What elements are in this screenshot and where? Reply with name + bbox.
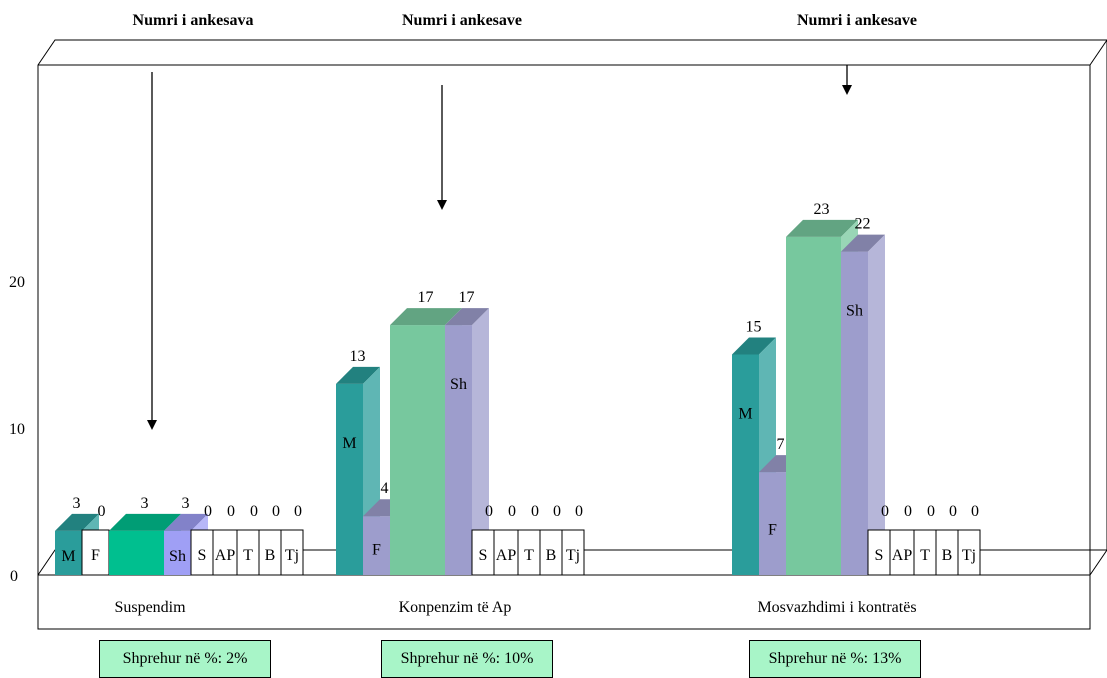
bar-label: Sh bbox=[450, 376, 467, 393]
bar-label: AP bbox=[496, 547, 517, 564]
bar-label: B bbox=[942, 547, 953, 564]
data-label: 0 bbox=[272, 503, 280, 520]
data-label: 0 bbox=[575, 503, 583, 520]
group-header: Numri i ankesava bbox=[133, 12, 254, 29]
bar-label: F bbox=[372, 542, 381, 559]
group-header: Numri i ankesave bbox=[797, 12, 917, 29]
zero-box bbox=[561, 529, 585, 576]
zero-box bbox=[280, 529, 304, 576]
zero-box bbox=[493, 529, 519, 576]
bar bbox=[336, 383, 363, 575]
arrow-head bbox=[842, 85, 852, 95]
data-label: 17 bbox=[418, 289, 434, 306]
data-label: 0 bbox=[508, 503, 516, 520]
bar bbox=[164, 530, 191, 575]
category-label: Konpenzim të Ap bbox=[399, 599, 512, 616]
bar bbox=[445, 325, 472, 575]
y-tick-label: 10 bbox=[9, 421, 25, 438]
percent-box: Shprehur në %: 2% bbox=[99, 640, 271, 678]
bar-label: S bbox=[479, 547, 488, 564]
data-label: 0 bbox=[98, 503, 106, 520]
bar-top bbox=[336, 366, 380, 384]
bar-label: Sh bbox=[846, 303, 863, 320]
data-label: 0 bbox=[485, 503, 493, 520]
bar-label: Tj bbox=[566, 547, 580, 564]
bar-label: Tj bbox=[962, 547, 976, 564]
arrow-head bbox=[437, 200, 447, 210]
bar bbox=[759, 472, 786, 575]
bar-top bbox=[732, 337, 776, 355]
bar bbox=[390, 325, 445, 575]
percent-box: Shprehur në %: 13% bbox=[749, 640, 921, 678]
data-label: 3 bbox=[141, 495, 149, 512]
bar-label: AP bbox=[892, 547, 913, 564]
bar-label: Tj bbox=[285, 547, 299, 564]
frame-edge-top bbox=[1089, 39, 1107, 66]
category-label: Mosvazhdimi i kontratës bbox=[757, 599, 916, 616]
data-label: 15 bbox=[746, 319, 762, 336]
bar-top bbox=[445, 308, 489, 326]
bar-top bbox=[164, 513, 208, 531]
data-label: 0 bbox=[971, 503, 979, 520]
y-tick-label: 20 bbox=[9, 274, 25, 291]
bar-side bbox=[472, 308, 489, 575]
bar-top bbox=[390, 308, 462, 326]
bar bbox=[786, 236, 841, 575]
bar bbox=[109, 530, 164, 575]
bar-top bbox=[786, 219, 858, 237]
bar-label: F bbox=[768, 522, 777, 539]
bar-label: S bbox=[198, 547, 207, 564]
data-label: 0 bbox=[227, 503, 235, 520]
bar-label: AP bbox=[215, 547, 236, 564]
data-label: 7 bbox=[777, 436, 785, 453]
bar-label: M bbox=[61, 548, 75, 565]
data-label: 0 bbox=[531, 503, 539, 520]
data-label: 0 bbox=[553, 503, 561, 520]
bar-side bbox=[868, 234, 885, 575]
data-label: 0 bbox=[204, 503, 212, 520]
data-label: 4 bbox=[381, 480, 389, 497]
data-label: 0 bbox=[294, 503, 302, 520]
category-strip bbox=[37, 574, 1091, 630]
category-label: Suspendim bbox=[114, 599, 186, 616]
bar-label: B bbox=[546, 547, 557, 564]
data-label: 22 bbox=[855, 216, 871, 233]
bar-label: T bbox=[920, 547, 930, 564]
bar bbox=[732, 354, 759, 575]
bar-label: M bbox=[738, 406, 752, 423]
bar-label: F bbox=[91, 547, 100, 564]
bar-label: T bbox=[243, 547, 253, 564]
y-tick-label: 0 bbox=[10, 568, 18, 585]
zero-box bbox=[957, 529, 981, 576]
data-label: 0 bbox=[949, 503, 957, 520]
percent-box: Shprehur në %: 10% bbox=[381, 640, 553, 678]
bar-label: Sh bbox=[169, 548, 186, 565]
bar-top bbox=[109, 513, 181, 531]
bar bbox=[55, 530, 82, 575]
bar-label: M bbox=[342, 435, 356, 452]
bar-label: T bbox=[524, 547, 534, 564]
bar bbox=[363, 516, 390, 575]
data-label: 13 bbox=[350, 348, 366, 365]
bar-top bbox=[55, 513, 99, 531]
zero-box bbox=[212, 529, 238, 576]
data-label: 0 bbox=[881, 503, 889, 520]
zero-box bbox=[889, 529, 915, 576]
data-label: 17 bbox=[459, 289, 475, 306]
data-label: 23 bbox=[814, 201, 830, 218]
group-header: Numri i ankesave bbox=[402, 12, 522, 29]
bar-label: S bbox=[875, 547, 884, 564]
bar bbox=[841, 251, 868, 575]
data-label: 3 bbox=[182, 495, 190, 512]
zero-box bbox=[81, 529, 110, 576]
data-label: 0 bbox=[904, 503, 912, 520]
bar-top bbox=[841, 234, 885, 252]
arrow-head bbox=[147, 420, 157, 430]
data-label: 0 bbox=[927, 503, 935, 520]
bar-label: B bbox=[265, 547, 276, 564]
data-label: 3 bbox=[73, 495, 81, 512]
chart-frame bbox=[37, 39, 1107, 576]
data-label: 0 bbox=[250, 503, 258, 520]
